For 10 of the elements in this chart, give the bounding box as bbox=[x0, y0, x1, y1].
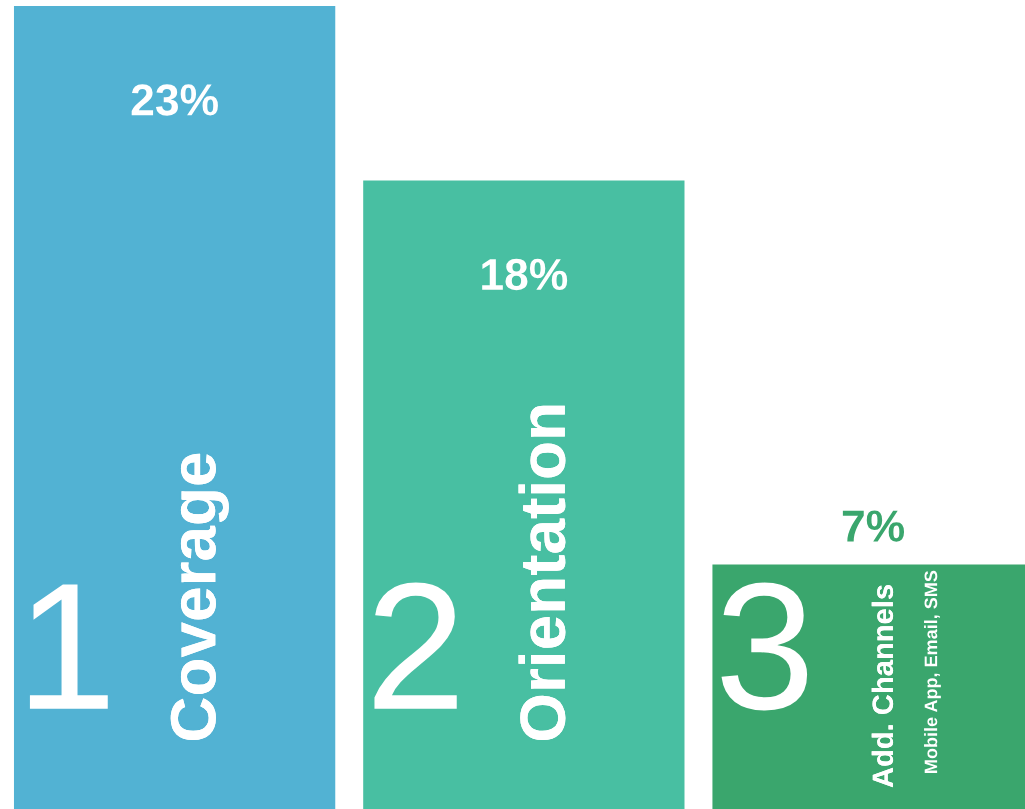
data-label: 23% bbox=[131, 84, 218, 116]
annotation: 2 bbox=[374, 582, 457, 709]
annotation: Mobile App, Email, SMS bbox=[924, 570, 941, 773]
x-tick-label: Add. Channels bbox=[871, 585, 894, 788]
x-tick-label: Coverage bbox=[170, 453, 229, 741]
x-tick-label: Orientation bbox=[518, 405, 566, 741]
annotation: 1 bbox=[29, 584, 108, 709]
data-label: 18% bbox=[482, 258, 568, 291]
annotation: 3 bbox=[721, 582, 808, 711]
data-label: 7% bbox=[842, 510, 905, 542]
